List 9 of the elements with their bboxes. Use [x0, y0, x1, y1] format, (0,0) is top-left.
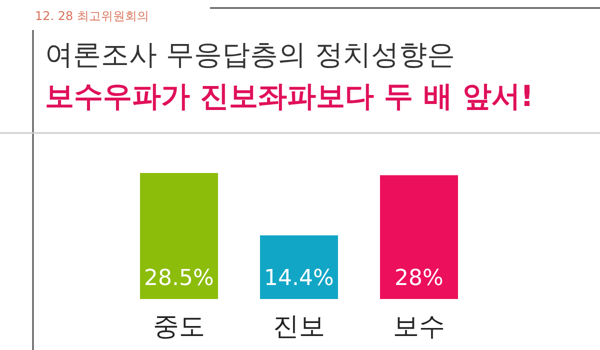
text: 12. 28 최고위원회의	[35, 9, 149, 23]
x-tick-label: 보수	[393, 312, 445, 342]
x-tick-label: 중도	[153, 312, 205, 342]
chart-title: 여론조사 무응답층의 정치성향은	[45, 38, 455, 71]
data-label: 28.5%	[144, 266, 214, 291]
data-label: 28%	[394, 266, 444, 291]
data-label: 14.4%	[264, 266, 334, 291]
x-tick-label: 진보	[273, 312, 325, 342]
chart-subtitle: 보수우파가 진보좌파보다 두 배 앞서!	[45, 79, 534, 113]
